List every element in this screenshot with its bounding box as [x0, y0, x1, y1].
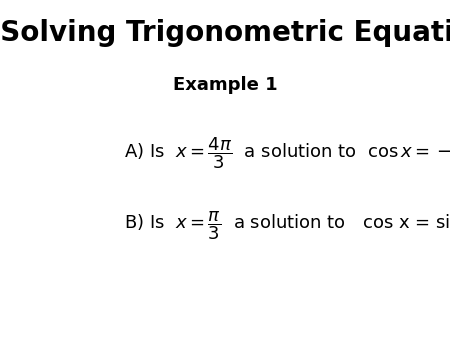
Text: A) Is  $x=\dfrac{4\pi}{3}$  a solution to  $\cos x = -\dfrac{1}{2}$  ?: A) Is $x=\dfrac{4\pi}{3}$ a solution to … [124, 136, 450, 171]
Text: 5.5 Solving Trigonometric Equations: 5.5 Solving Trigonometric Equations [0, 19, 450, 47]
Text: Example 1: Example 1 [173, 76, 277, 94]
Text: B) Is  $x=\dfrac{\pi}{3}$  a solution to   cos x = sin 2x ?: B) Is $x=\dfrac{\pi}{3}$ a solution to c… [124, 209, 450, 242]
